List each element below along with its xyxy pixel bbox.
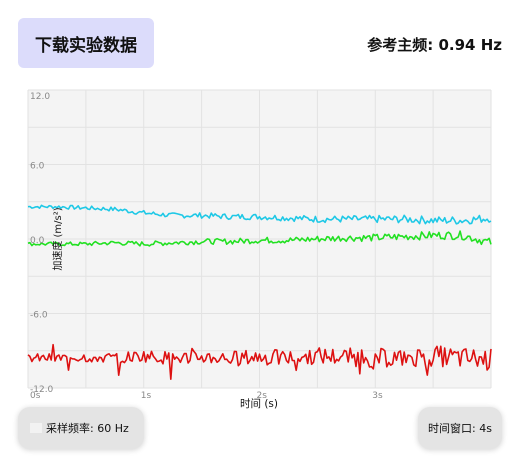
x-tick-label: 0s (30, 391, 41, 401)
series-line-2 (27, 230, 492, 247)
y-tick-label: -6.0 (30, 311, 48, 321)
x-axis-label: 时间 (s) (240, 397, 278, 410)
sample-rate-indicator (30, 423, 42, 433)
chart-svg: 12.0 6.0 0.0 -6.0 -12.00s 1s 2s 3s 时间 (s) 加速度 (… (27, 89, 492, 410)
x-tick-label: 3s (372, 391, 383, 401)
sample-rate-control[interactable]: 采样频率: 60 Hz (18, 407, 144, 449)
x-tick-label: 1s (141, 391, 152, 401)
time-window-label: 时间窗口: 4s (428, 422, 492, 435)
y-tick-label: 0.0 (30, 236, 45, 246)
series-layer (27, 204, 492, 381)
series-line-3 (27, 343, 492, 381)
time-window-control[interactable]: 时间窗口: 4s (418, 407, 502, 449)
download-data-button[interactable]: 下载实验数据 (18, 18, 154, 68)
sample-rate-label: 采样频率: 60 Hz (46, 422, 129, 435)
acceleration-chart: 12.0 6.0 0.0 -6.0 -12.0 0s 1s 2s 3s 时间 (s) 加速度 (… (0, 84, 520, 414)
reference-frequency: 参考主频: 0.94 Hz (367, 36, 502, 54)
tick-labels: 12.0 6.0 0.0 -6.0 -12.00s 1s 2s 3s (30, 92, 383, 401)
grid (27, 89, 492, 389)
y-axis-label: 加速度 (m/s²) (51, 207, 64, 270)
x-tick-label: 2s (257, 391, 268, 401)
y-tick-label: -12.0 (30, 385, 54, 395)
series-line-1 (27, 204, 492, 225)
y-tick-label: 6.0 (30, 162, 45, 172)
y-tick-label: 12.0 (30, 92, 50, 102)
